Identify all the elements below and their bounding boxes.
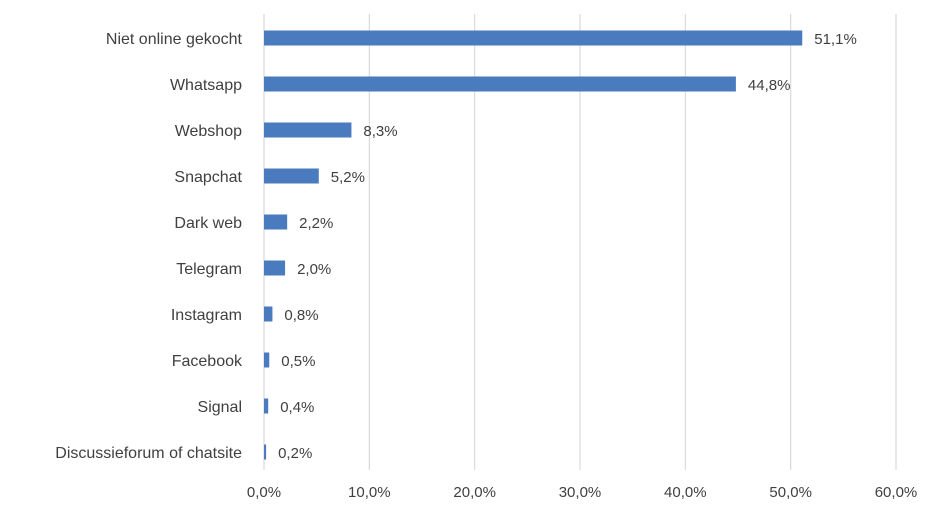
data-label: 0,5% — [281, 353, 315, 370]
data-labels: 51,1% 44,8% 8,3% 5,2% 2,2% 2,0% 0,8% 0,5% 0,4% 0,… — [278, 31, 857, 462]
data-label: 0,8% — [284, 307, 318, 324]
x-tick-label: 10,0% — [348, 484, 391, 501]
category-label: Telegram — [176, 261, 242, 278]
bar — [264, 398, 269, 414]
x-tick-label: 30,0% — [559, 484, 602, 501]
category-label: Niet online gekocht — [106, 31, 243, 48]
bar — [264, 260, 286, 276]
category-label: Discussieforum of chatsite — [55, 445, 242, 462]
category-label: Snapchat — [174, 169, 242, 186]
x-tick-label: 50,0% — [769, 484, 812, 501]
bar — [264, 352, 270, 368]
category-label: Instagram — [171, 307, 242, 324]
bar — [264, 168, 319, 184]
data-label: 44,8% — [748, 77, 791, 94]
data-label: 0,4% — [280, 399, 314, 416]
category-label: Whatsapp — [170, 77, 242, 94]
bar — [264, 214, 288, 230]
data-label: 8,3% — [363, 123, 397, 140]
x-tick-label: 60,0% — [875, 484, 918, 501]
x-tick-label: 40,0% — [664, 484, 707, 501]
x-tick-label: 0,0% — [247, 484, 281, 501]
bar — [264, 444, 267, 460]
category-labels: Niet online gekocht Whatsapp Webshop Snapch… — [55, 31, 243, 462]
category-label: Signal — [198, 399, 242, 416]
bar — [264, 76, 736, 92]
data-label: 0,2% — [278, 445, 312, 462]
x-tick-label: 20,0% — [453, 484, 496, 501]
category-label: Facebook — [172, 353, 243, 370]
data-label: 2,0% — [297, 261, 331, 278]
bar — [264, 30, 803, 46]
data-label: 2,2% — [299, 215, 333, 232]
category-label: Webshop — [175, 123, 242, 140]
bars — [264, 30, 803, 460]
data-label: 5,2% — [331, 169, 365, 186]
category-label: Dark web — [174, 215, 242, 232]
data-label: 51,1% — [814, 31, 857, 48]
bar — [264, 306, 273, 322]
x-axis-tick-labels: 0,0% 10,0% 20,0% 30,0% 40,0% 50,0% 60,0% — [247, 484, 917, 501]
bar — [264, 122, 352, 138]
